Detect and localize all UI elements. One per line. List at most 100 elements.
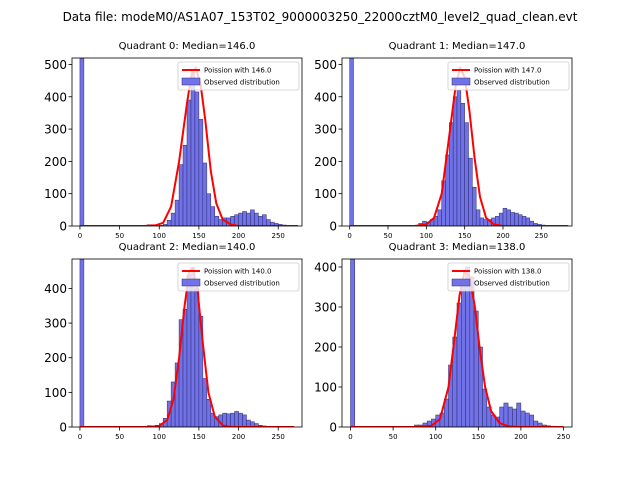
histogram-bar xyxy=(516,402,522,427)
histogram-bar xyxy=(218,219,223,226)
axes-frame xyxy=(341,258,573,428)
legend-bar-swatch xyxy=(181,77,201,86)
legend-box xyxy=(447,262,570,292)
histogram-bar xyxy=(507,406,513,427)
histogram-bar xyxy=(518,214,523,226)
legend: Poission with 147.0 Observed distribution xyxy=(447,61,570,91)
x-tick-label: 0 xyxy=(348,433,352,441)
histogram-bar xyxy=(452,96,458,226)
histogram-bars xyxy=(79,259,271,427)
y-tick-label: 0 xyxy=(59,421,67,435)
panel-title: Quadrant 1: Median=147.0 xyxy=(389,41,526,52)
legend-bar-swatch xyxy=(451,77,471,86)
histogram-bar xyxy=(483,219,488,226)
histogram-bar xyxy=(498,212,504,226)
histogram-bar xyxy=(460,102,465,226)
histogram-bar xyxy=(190,267,196,427)
histogram-bar xyxy=(202,378,208,427)
legend-box xyxy=(177,61,300,91)
histogram-bar xyxy=(475,209,481,226)
axes-frame xyxy=(71,57,303,227)
histogram-bar xyxy=(242,211,247,226)
histogram-bar xyxy=(456,90,462,226)
histogram-bar xyxy=(186,274,192,427)
histogram-bar xyxy=(254,212,259,226)
histogram-bar xyxy=(506,209,511,226)
histogram-bar xyxy=(234,411,239,427)
legend-label: Poission with 147.0 xyxy=(474,67,542,75)
histogram-bar xyxy=(456,302,462,427)
y-tick-label: 100 xyxy=(314,187,337,201)
histogram-bars xyxy=(349,58,554,226)
histogram-bar xyxy=(166,219,172,226)
histogram-bar xyxy=(194,288,200,427)
y-tick-label: 200 xyxy=(44,155,67,169)
histogram-bar xyxy=(210,206,216,226)
x-tick-label: 200 xyxy=(232,232,245,240)
histogram-bar xyxy=(524,412,530,427)
y-tick-label: 500 xyxy=(314,58,337,72)
histogram-bar xyxy=(174,199,180,226)
histogram-bar xyxy=(472,186,477,226)
legend: Poission with 146.0 Observed distribution xyxy=(177,61,300,91)
panel-title: Quadrant 0: Median=146.0 xyxy=(119,41,256,52)
legend-box xyxy=(447,61,570,91)
histogram-bar xyxy=(464,122,469,226)
histogram-bar xyxy=(258,216,263,226)
y-tick-label: 400 xyxy=(44,282,67,296)
y-tick-label: 300 xyxy=(314,123,337,137)
x-tick-label: 50 xyxy=(115,232,124,240)
histogram-bar xyxy=(206,399,212,427)
legend-label: Observed distribution xyxy=(204,79,280,87)
histogram-bar xyxy=(198,119,204,226)
y-tick-label: 200 xyxy=(314,155,337,169)
histogram-bar xyxy=(468,157,473,226)
histogram-bar xyxy=(525,217,531,226)
y-tick-label: 100 xyxy=(44,187,67,201)
histogram-bar xyxy=(206,193,212,226)
legend-bar-swatch xyxy=(451,278,471,287)
legend: Poission with 138.0 Observed distribution xyxy=(447,262,570,292)
x-tick-label: 250 xyxy=(272,433,285,441)
histogram-bar xyxy=(194,91,200,226)
x-tick-label: 200 xyxy=(232,433,245,441)
x-tick-label: 100 xyxy=(420,232,433,240)
x-tick-label: 50 xyxy=(389,433,398,441)
y-tick-label: 200 xyxy=(314,341,337,355)
panel-title: Quadrant 3: Median=138.0 xyxy=(389,242,526,253)
histogram-bar xyxy=(512,408,517,427)
x-tick-label: 150 xyxy=(192,433,205,441)
panel-title: Quadrant 2: Median=140.0 xyxy=(119,242,256,253)
legend-label: Observed distribution xyxy=(204,280,280,288)
legend-label: Poission with 140.0 xyxy=(204,268,272,276)
y-tick-label: 0 xyxy=(329,220,337,234)
histogram-bar xyxy=(230,412,235,427)
x-tick-label: 100 xyxy=(153,433,166,441)
y-tick-label: 400 xyxy=(314,261,337,275)
histogram-bar xyxy=(520,410,526,427)
legend-label: Observed distribution xyxy=(474,280,550,288)
y-tick-label: 0 xyxy=(59,220,67,234)
histogram-bar xyxy=(190,70,196,226)
x-tick-label: 150 xyxy=(472,433,485,441)
histogram-bar xyxy=(479,217,485,226)
y-tick-label: 300 xyxy=(44,123,67,137)
subplot-quadrant-0: Quadrant 0: Median=146.0 0 50 100 150 200 250 0… xyxy=(44,41,303,240)
histogram-bar xyxy=(242,414,247,427)
y-tick-label: 300 xyxy=(44,317,67,331)
y-tick-label: 500 xyxy=(44,58,67,72)
legend-label: Observed distribution xyxy=(474,79,550,87)
histogram-bar xyxy=(349,58,354,226)
legend-label: Poission with 138.0 xyxy=(474,268,542,276)
histogram-bar xyxy=(514,212,519,226)
legend-bar-swatch xyxy=(181,278,201,287)
histogram-bar xyxy=(502,207,508,226)
histogram-bar xyxy=(186,99,192,226)
y-tick-label: 400 xyxy=(44,90,67,104)
histogram-bar xyxy=(238,412,243,427)
legend-label: Poission with 146.0 xyxy=(204,67,272,75)
histogram-bar xyxy=(226,413,231,427)
x-tick-label: 100 xyxy=(153,232,166,240)
histogram-bar xyxy=(503,402,509,427)
histogram-bars xyxy=(79,58,287,226)
